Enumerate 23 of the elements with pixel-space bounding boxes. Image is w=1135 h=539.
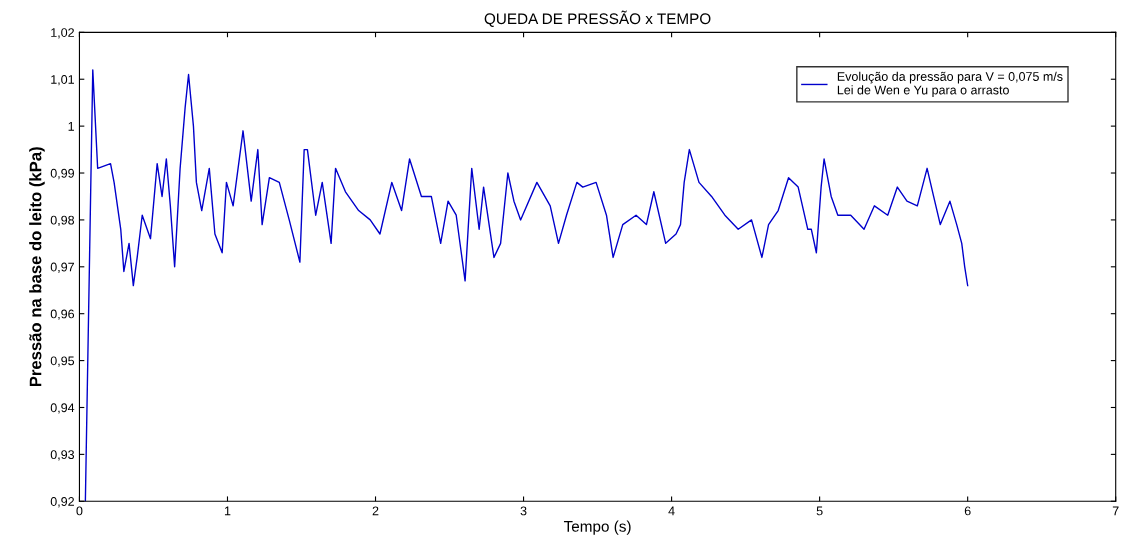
y-tick-label: 0,93 [50,450,75,461]
y-tick-label: 0,99 [50,168,74,180]
x-tick-label: 3 [520,506,527,516]
y-tick-label: 0,97 [50,262,74,273]
x-tick-label: 1 [224,506,231,516]
x-tick-label: 4 [668,506,675,516]
x-tick-label: 2 [372,506,379,516]
y-tick-label: 0,94 [50,403,75,414]
y-tick-label: 0,96 [50,309,75,320]
x-tick-label: 0 [76,506,83,516]
y-tick-label: 1 [68,122,74,131]
x-axis-title: Tempo (s) [563,520,631,535]
x-tick-label: 5 [816,506,823,516]
chart-title: QUEDA DE PRESSÃO x TEMPO [484,10,711,27]
y-tick-label: 0,92 [50,497,74,508]
y-tick-label: 0,95 [50,356,75,367]
y-tick-label: 1,02 [51,28,74,39]
y-axis-title: Pressão na base do leito (kPa) [29,147,45,387]
legend-label: Evolução da pressão para V = 0,075 m/s Lei de Wen e Yu para o arrasto [837,71,1063,97]
x-tick-label: 7 [1112,506,1119,516]
y-tick-label: 0,98 [50,215,75,227]
y-tick-label: 1,01 [51,75,74,86]
x-tick-label: 6 [964,506,971,516]
